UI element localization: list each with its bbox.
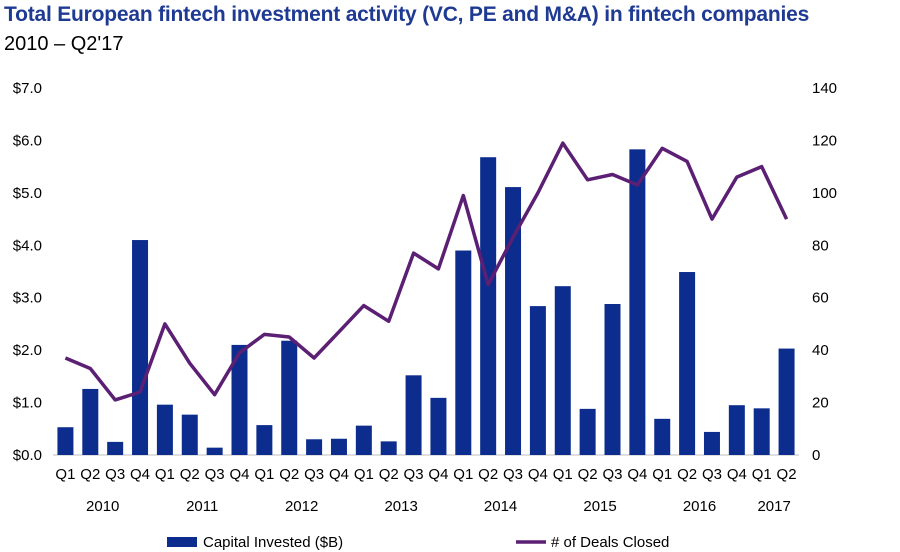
quarter-label: Q3: [105, 466, 125, 483]
quarter-label: Q2: [279, 466, 299, 483]
bar: [281, 340, 298, 455]
year-label: 2014: [484, 498, 517, 515]
quarter-label: Q3: [702, 466, 722, 483]
quarter-label: Q2: [80, 466, 100, 483]
quarter-label: Q4: [428, 466, 448, 483]
quarter-label: Q3: [503, 466, 523, 483]
left-axis-tick: $2.0: [13, 342, 42, 359]
chart-title: Total European fintech investment activi…: [4, 3, 810, 26]
quarter-label: Q2: [180, 466, 200, 483]
legend-label-deals: # of Deals Closed: [551, 534, 669, 551]
bar: [256, 425, 273, 455]
left-axis-tick: $4.0: [13, 237, 42, 254]
quarter-label: Q2: [777, 466, 797, 483]
year-label: 2017: [757, 498, 790, 515]
left-axis-tick: $6.0: [13, 132, 42, 149]
year-label: 2012: [285, 498, 318, 515]
year-label: 2015: [583, 498, 616, 515]
left-axis-tick: $1.0: [13, 395, 42, 412]
bar: [579, 408, 596, 455]
bar: [231, 344, 248, 455]
quarter-label: Q4: [329, 466, 349, 483]
year-label: 2013: [384, 498, 417, 515]
bar: [57, 427, 74, 455]
bar: [355, 425, 372, 455]
quarter-label: Q4: [229, 466, 249, 483]
quarter-label: Q4: [130, 466, 150, 483]
bar: [405, 375, 422, 455]
quarter-label: Q3: [205, 466, 225, 483]
bar: [604, 304, 621, 455]
right-axis-tick: 140: [812, 80, 837, 97]
quarter-label: Q4: [727, 466, 747, 483]
quarter-label: Q3: [602, 466, 622, 483]
bar: [679, 272, 696, 455]
right-axis-tick: 80: [812, 237, 829, 254]
legend-bar-swatch: [167, 537, 197, 547]
bar: [107, 441, 124, 455]
quarter-label: Q4: [528, 466, 548, 483]
bar: [330, 438, 347, 455]
bar: [554, 286, 571, 455]
bar: [181, 414, 198, 455]
right-axis-tick: 100: [812, 185, 837, 202]
right-axis-tick: 0: [812, 447, 820, 464]
bar: [206, 447, 223, 455]
legend-label-capital: Capital Invested ($B): [203, 534, 343, 551]
bar: [156, 404, 173, 455]
left-axis-tick: $5.0: [13, 185, 42, 202]
bar: [82, 388, 99, 455]
quarter-label: Q1: [354, 466, 374, 483]
left-axis-tick: $7.0: [13, 80, 42, 97]
quarter-label: Q1: [652, 466, 672, 483]
bar: [529, 306, 546, 455]
deals-line: [64, 141, 789, 402]
year-label: 2010: [86, 498, 119, 515]
left-axis-tick: $0.0: [13, 447, 42, 464]
year-label: 2011: [186, 498, 218, 515]
year-label: 2016: [683, 498, 716, 515]
bar: [728, 405, 745, 455]
quarter-label: Q1: [55, 466, 75, 483]
bar: [306, 439, 323, 455]
right-axis-tick: 20: [812, 395, 829, 412]
quarter-label: Q1: [752, 466, 772, 483]
quarter-label: Q2: [379, 466, 399, 483]
bar: [629, 149, 646, 455]
quarter-label: Q1: [254, 466, 274, 483]
quarter-label: Q3: [304, 466, 324, 483]
bar: [132, 240, 149, 455]
right-axis-tick: 40: [812, 342, 829, 359]
quarter-label: Q1: [155, 466, 175, 483]
right-axis-tick: 60: [812, 290, 829, 307]
quarter-label: Q2: [578, 466, 598, 483]
quarter-label: Q2: [677, 466, 697, 483]
quarter-label: Q1: [553, 466, 573, 483]
bar: [430, 397, 447, 455]
quarter-label: Q1: [453, 466, 473, 483]
left-axis-tick: $3.0: [13, 290, 42, 307]
quarter-label: Q2: [478, 466, 498, 483]
bar: [753, 408, 770, 455]
bar: [380, 441, 397, 455]
quarter-label: Q4: [627, 466, 647, 483]
bar: [455, 250, 472, 455]
bar: [505, 187, 522, 455]
bar: [778, 348, 795, 455]
chart-subtitle: 2010 – Q2'17: [4, 33, 124, 55]
bar: [703, 431, 720, 455]
quarter-label: Q3: [404, 466, 424, 483]
right-axis-tick: 120: [812, 132, 837, 149]
bar: [480, 157, 497, 455]
bar: [654, 418, 671, 455]
